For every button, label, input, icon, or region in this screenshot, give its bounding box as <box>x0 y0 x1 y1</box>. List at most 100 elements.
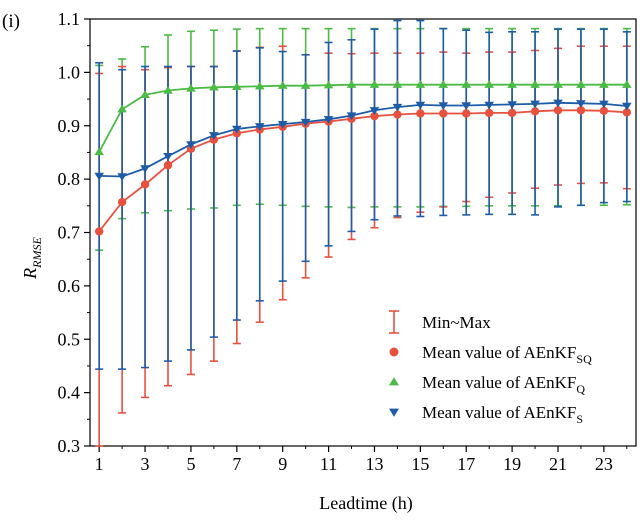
y-tick-label: 0.3 <box>58 436 81 456</box>
mean-line-s <box>99 101 627 178</box>
x-tick-label: 1 <box>95 454 104 474</box>
legend-item: Min~Max <box>389 310 491 334</box>
mean-point-q <box>553 80 563 88</box>
mean-point-q <box>392 80 403 88</box>
mean-point-sq <box>622 108 632 117</box>
mean-point-sq <box>553 106 563 115</box>
x-tick-label: 13 <box>365 454 383 474</box>
legend-label-main: Mean value of AEnKF <box>422 403 576 422</box>
legend-item: Mean value of AEnKFSQ <box>389 343 592 366</box>
mean-line-q <box>98 83 627 153</box>
mean-point-q <box>117 104 127 113</box>
mean-point-q <box>461 80 472 88</box>
legend-item: Mean value of AEnKFQ <box>389 373 585 396</box>
mean-point-sq <box>599 106 609 116</box>
mean-point-q <box>530 80 540 88</box>
mean-point-s <box>484 101 494 110</box>
mean-point-q <box>140 90 150 98</box>
mean-point-q <box>254 81 265 90</box>
x-tick-label: 23 <box>595 454 613 474</box>
legend-circle-marker <box>389 347 399 357</box>
mean-point-q <box>232 82 242 90</box>
legend-label-sub: SQ <box>576 352 592 366</box>
mean-point-s <box>117 173 127 182</box>
mean-point-sq <box>393 110 402 119</box>
mean-point-s <box>254 123 265 131</box>
x-tick-label: 5 <box>186 454 195 474</box>
errorbars-s <box>95 19 631 370</box>
mean-point-q <box>622 80 632 88</box>
legend-label: Mean value of AEnKFQ <box>422 373 585 396</box>
y-axis-title: RRMSE <box>20 237 44 280</box>
mean-point-q <box>186 83 196 92</box>
mean-point-q <box>438 80 449 88</box>
legend-item: Mean value of AEnKFS <box>389 403 583 426</box>
mean-point-s <box>392 103 403 112</box>
mean-point-s <box>438 102 449 111</box>
mean-point-q <box>300 81 311 89</box>
x-tick-label: 11 <box>320 454 337 474</box>
y-tick-label: 0.6 <box>58 276 81 296</box>
mean-point-s <box>140 165 150 174</box>
mean-point-q <box>163 85 173 94</box>
legend-triangle-marker <box>389 408 399 417</box>
y-tick-label: 1.0 <box>58 62 81 82</box>
mean-point-sq <box>439 109 448 118</box>
mean-point-s <box>622 102 632 111</box>
panel-label: (i) <box>2 11 20 32</box>
legend-triangle-marker <box>389 377 399 386</box>
mean-point-s <box>209 132 219 140</box>
mean-point-q <box>415 80 426 88</box>
mean-point-q <box>484 80 494 88</box>
errorbars-q <box>95 27 631 251</box>
y-tick-label: 0.5 <box>58 329 81 349</box>
mean-point-sq <box>507 108 517 118</box>
mean-point-q <box>346 80 357 88</box>
mean-point-s <box>277 120 288 129</box>
mean-point-sq <box>484 108 494 118</box>
legend-label: Mean value of AEnKFS <box>422 403 583 426</box>
mean-point-sq <box>416 109 425 118</box>
x-tick-label: 17 <box>457 454 475 474</box>
y-axis-title-sub: RMSE <box>30 237 44 269</box>
x-tick-label: 19 <box>503 454 521 474</box>
y-tick-label: 0.9 <box>58 116 81 136</box>
series-s <box>94 99 632 182</box>
mean-point-s <box>461 102 472 111</box>
mean-point-s <box>415 101 426 110</box>
mean-point-sq <box>370 111 379 121</box>
y-axis-title-main: R <box>20 268 40 280</box>
x-tick-label: 9 <box>278 454 287 474</box>
mean-point-q <box>599 80 609 88</box>
mean-point-s <box>507 101 517 109</box>
legend-label-main: Mean value of AEnKF <box>422 373 576 392</box>
chart-series <box>94 19 632 447</box>
mean-point-q <box>94 147 104 156</box>
mean-point-sq <box>140 180 150 189</box>
y-tick-label: 0.4 <box>58 383 81 403</box>
legend-label: Min~Max <box>422 313 491 332</box>
mean-point-sq <box>117 197 127 207</box>
mean-point-sq <box>576 106 586 115</box>
mean-point-q <box>369 80 380 88</box>
mean-point-s <box>232 125 242 134</box>
legend-label-sub: S <box>576 412 583 426</box>
legend-label-main: Min~Max <box>422 313 491 332</box>
legend-label: Mean value of AEnKFSQ <box>422 343 592 366</box>
mean-point-sq <box>462 109 471 118</box>
mean-line-sq <box>98 109 627 232</box>
mean-point-q <box>209 82 219 91</box>
mean-point-s <box>94 172 104 181</box>
mean-point-sq <box>530 107 540 116</box>
mean-point-s <box>346 112 357 121</box>
mean-point-s <box>369 107 380 115</box>
x-axis-title: Leadtime (h) <box>319 493 412 514</box>
mean-point-q <box>277 81 288 89</box>
mean-point-q <box>507 80 517 88</box>
series-sq <box>94 106 632 236</box>
mean-point-q <box>576 80 586 88</box>
legend-label-main: Mean value of AEnKF <box>422 343 576 362</box>
mean-point-s <box>576 100 586 108</box>
legend-label-sub: Q <box>576 382 585 396</box>
